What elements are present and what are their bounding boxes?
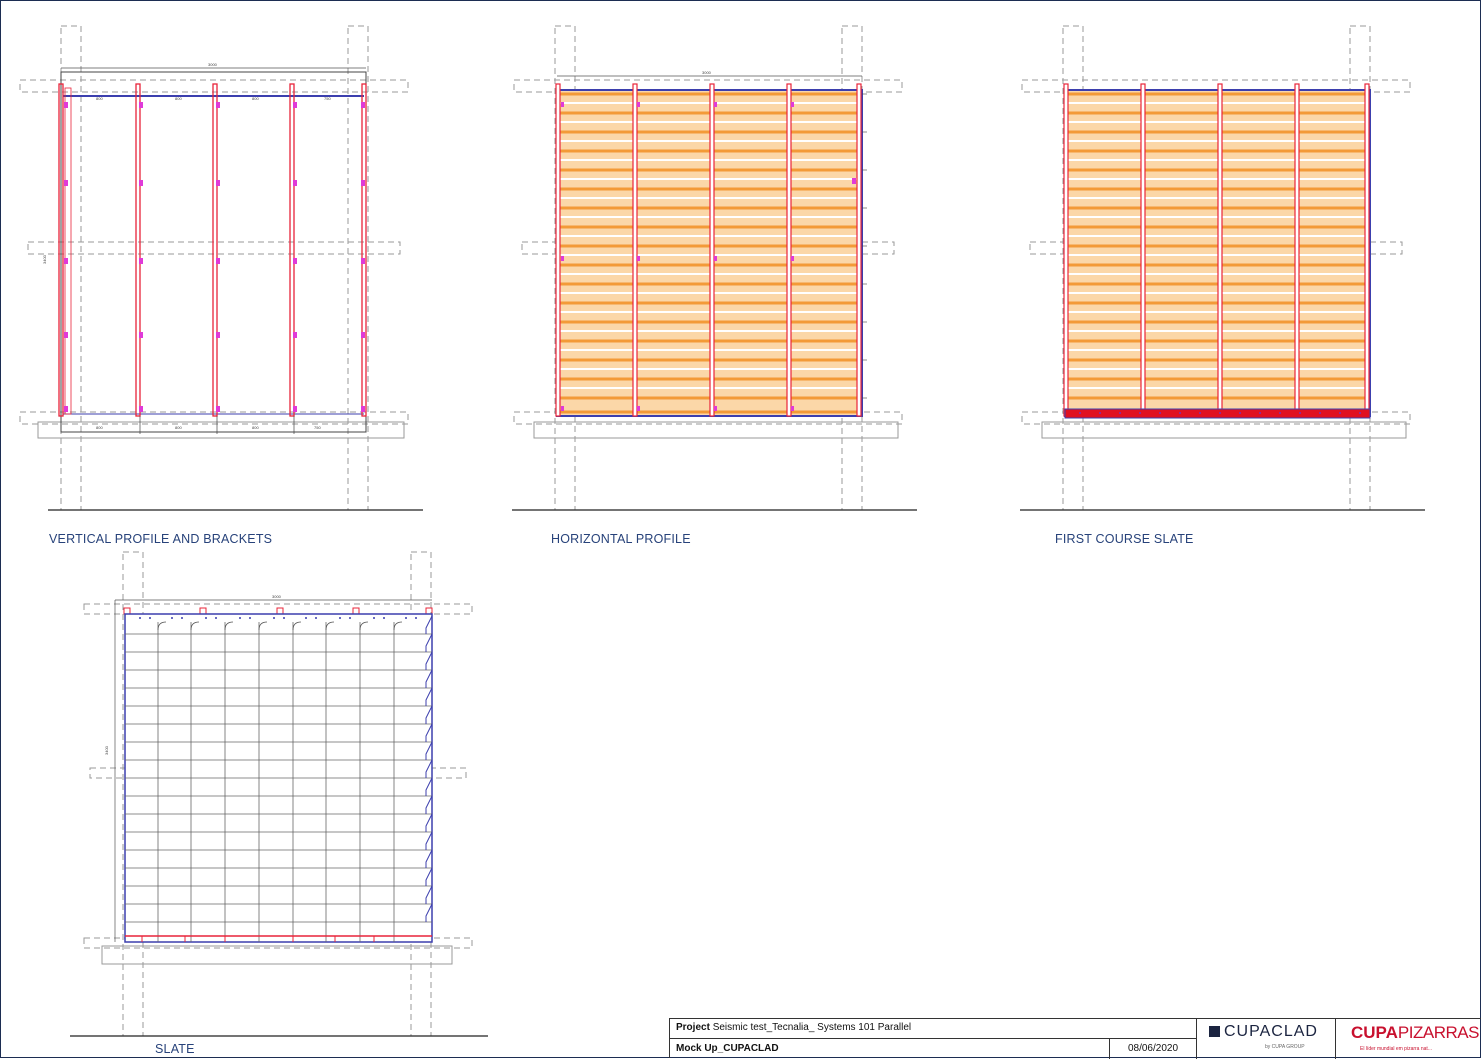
cupa-pizarras-logo: CUPAPIZARRAS El líder mundial em pizarra… [1336, 1019, 1481, 1059]
caption-vertical-profile: VERTICAL PROFILE AND BRACKETS [49, 532, 273, 546]
spacing-top-1: 800 [96, 96, 103, 101]
mockup-cell: Mock Up_CUPACLAD [670, 1039, 1110, 1059]
date-cell: 08/06/2020 [1127, 1043, 1179, 1054]
first-course-slate-drawing [1020, 25, 1425, 511]
slate-drawing: 3000 3400 [70, 551, 488, 1037]
horizontal-profile-drawing: 3000 [512, 25, 917, 511]
spacing-bottom-4: 750 [314, 425, 321, 430]
spacing-bottom-3: 800 [252, 425, 259, 430]
caption-first-course-slate: FIRST COURSE SLATE [1055, 532, 1194, 546]
cupaclad-logo: CUPACLAD by CUPA GROUP [1196, 1019, 1336, 1059]
dim-top: 3000 [702, 70, 712, 75]
spacing-bottom-1: 800 [96, 425, 103, 430]
project-label: Project [676, 1022, 710, 1033]
first-course-slate-view [1020, 24, 1430, 514]
pizarras-logo-sub: El líder mundial em pizarra nat... [1360, 1046, 1432, 1052]
dim-top: 3000 [272, 594, 282, 599]
spacing-top-4: 750 [324, 96, 331, 101]
spacing-bottom-2: 800 [175, 425, 182, 430]
spacing-top-2: 800 [175, 96, 182, 101]
slate-view: 3000 3400 [60, 550, 490, 1040]
project-value: Seismic test_Tecnalia_ Systems 101 Paral… [712, 1022, 912, 1033]
title-block: Project Seismic test_Tecnalia_ Systems 1… [669, 1018, 1481, 1059]
horizontal-profile-view: 3000 [512, 24, 922, 514]
cupa-logo-bold: CUPA [1351, 1023, 1398, 1042]
dim-side: 3400 [42, 254, 47, 264]
caption-slate: SLATE [155, 1042, 195, 1056]
caption-horizontal-profile: HORIZONTAL PROFILE [551, 532, 691, 546]
cupaclad-logo-sub: by CUPA GROUP [1265, 1044, 1305, 1050]
project-row: Project Seismic test_Tecnalia_ Systems 1… [670, 1019, 1196, 1039]
vertical-profile-drawing: 3000 3400 800 800 800 750 800 800 800 75… [19, 25, 423, 511]
cupaclad-logo-text: CUPACLAD [1224, 1023, 1318, 1040]
pizarras-logo-light: PIZARRAS [1397, 1023, 1480, 1042]
spacing-top-3: 800 [252, 96, 259, 101]
dim-side: 3400 [104, 745, 109, 755]
cupaclad-logo-mark-icon [1209, 1026, 1220, 1037]
dim-top: 3000 [208, 62, 218, 67]
vertical-profile-view: 3000 3400 800 800 800 750 800 800 800 75… [18, 24, 428, 514]
